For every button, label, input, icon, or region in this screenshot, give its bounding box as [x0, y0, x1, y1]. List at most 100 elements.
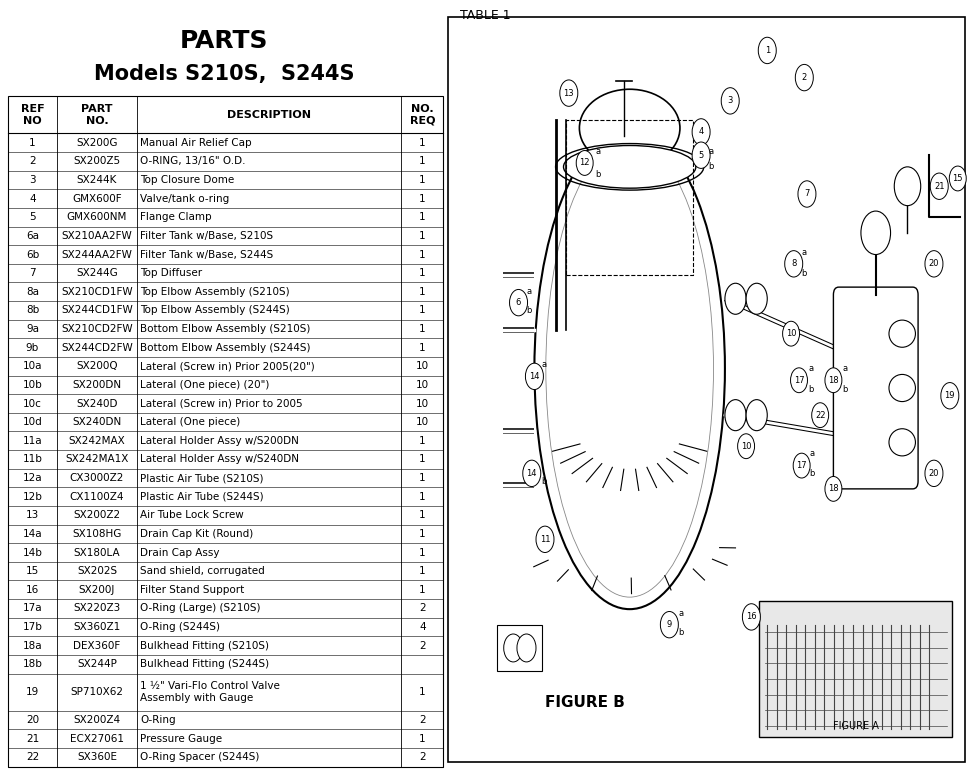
Text: O-Ring (Large) (S210S): O-Ring (Large) (S210S) — [141, 604, 261, 613]
Text: 4: 4 — [29, 194, 36, 203]
Text: 1: 1 — [29, 138, 36, 147]
Text: SX200Z4: SX200Z4 — [74, 715, 120, 725]
Text: 10: 10 — [416, 362, 429, 371]
Circle shape — [825, 368, 842, 393]
Text: 1: 1 — [419, 566, 425, 576]
Text: 13: 13 — [26, 511, 39, 520]
Text: Bulkhead Fitting (S244S): Bulkhead Fitting (S244S) — [141, 660, 270, 669]
Text: 21: 21 — [26, 734, 39, 743]
Text: 1: 1 — [419, 138, 425, 147]
Circle shape — [738, 434, 754, 459]
Text: 1: 1 — [419, 529, 425, 539]
Text: SX360Z1: SX360Z1 — [74, 622, 120, 632]
Text: 10b: 10b — [22, 380, 43, 390]
Circle shape — [692, 142, 710, 168]
Circle shape — [925, 251, 943, 277]
Text: Filter Tank w/Base, S244S: Filter Tank w/Base, S244S — [141, 250, 274, 259]
Text: SX244CD2FW: SX244CD2FW — [61, 343, 133, 352]
Text: GMX600NM: GMX600NM — [67, 213, 127, 222]
Circle shape — [825, 476, 842, 501]
Circle shape — [783, 321, 799, 346]
Circle shape — [795, 64, 814, 91]
Text: 10: 10 — [786, 329, 796, 338]
Text: 1: 1 — [419, 306, 425, 315]
Text: a: a — [595, 147, 600, 156]
Text: Sand shield, corrugated: Sand shield, corrugated — [141, 566, 265, 576]
Text: REF
NO: REF NO — [20, 104, 45, 126]
Text: 12a: 12a — [22, 473, 43, 483]
Text: GMX600F: GMX600F — [72, 194, 122, 203]
Text: 1 ½" Vari-Flo Control Valve
Assembly with Gauge: 1 ½" Vari-Flo Control Valve Assembly wit… — [141, 681, 281, 703]
Text: 7: 7 — [804, 189, 810, 199]
Text: SX244P: SX244P — [77, 660, 117, 669]
Text: Bottom Elbow Assembly (S244S): Bottom Elbow Assembly (S244S) — [141, 343, 311, 352]
Text: 2: 2 — [802, 73, 807, 82]
Text: 1: 1 — [419, 688, 425, 697]
Text: b: b — [679, 628, 684, 637]
Text: b: b — [809, 385, 814, 394]
Text: b: b — [526, 306, 532, 315]
Text: Lateral (Screw in) Prior to 2005: Lateral (Screw in) Prior to 2005 — [141, 399, 303, 408]
Text: Lateral (Screw in) Prior 2005(20"): Lateral (Screw in) Prior 2005(20") — [141, 362, 316, 371]
Text: NO.
REQ: NO. REQ — [410, 104, 435, 126]
Text: 10: 10 — [416, 380, 429, 390]
Circle shape — [793, 453, 810, 478]
Text: 14: 14 — [526, 469, 537, 478]
Bar — [497, 625, 543, 671]
Text: 18: 18 — [828, 376, 839, 385]
Text: 19: 19 — [26, 688, 39, 697]
Text: 2: 2 — [419, 753, 425, 762]
Text: 2: 2 — [419, 604, 425, 613]
Text: 1: 1 — [419, 213, 425, 222]
Text: b: b — [709, 162, 714, 171]
Text: SX200J: SX200J — [79, 585, 116, 594]
Bar — [8, 96, 443, 767]
Circle shape — [504, 634, 522, 662]
Ellipse shape — [889, 320, 916, 348]
Text: SX200DN: SX200DN — [73, 380, 121, 390]
Circle shape — [510, 289, 527, 316]
Text: 17b: 17b — [22, 622, 43, 632]
Text: 10c: 10c — [23, 399, 42, 408]
Text: 17: 17 — [793, 376, 804, 385]
Text: 16: 16 — [746, 612, 756, 622]
Text: 6: 6 — [516, 298, 521, 307]
Text: 5: 5 — [698, 151, 704, 160]
Circle shape — [725, 283, 746, 314]
Text: 12: 12 — [580, 158, 590, 168]
Text: 19: 19 — [945, 391, 955, 400]
Text: Lateral (One piece): Lateral (One piece) — [141, 417, 241, 427]
Text: 1: 1 — [419, 231, 425, 241]
Text: 4: 4 — [419, 622, 425, 632]
Text: SX200G: SX200G — [77, 138, 117, 147]
Text: 11: 11 — [540, 535, 551, 544]
Circle shape — [525, 363, 544, 390]
Text: 16: 16 — [26, 585, 39, 594]
Text: Lateral Holder Assy w/S200DN: Lateral Holder Assy w/S200DN — [141, 436, 299, 445]
Text: 1: 1 — [419, 455, 425, 464]
Text: 14b: 14b — [22, 548, 43, 557]
Text: 10: 10 — [741, 442, 752, 451]
Text: SX200Z5: SX200Z5 — [74, 157, 120, 166]
Circle shape — [576, 151, 593, 175]
Text: 22: 22 — [26, 753, 39, 762]
Text: 10: 10 — [416, 417, 429, 427]
Text: 1: 1 — [419, 175, 425, 185]
Text: FIGURE A: FIGURE A — [833, 721, 879, 731]
Text: 8: 8 — [791, 259, 796, 268]
Circle shape — [930, 173, 949, 199]
Text: SX108HG: SX108HG — [73, 529, 121, 539]
Text: SP710X62: SP710X62 — [71, 688, 123, 697]
Text: Filter Stand Support: Filter Stand Support — [141, 585, 245, 594]
Text: Pressure Gauge: Pressure Gauge — [141, 734, 222, 743]
Circle shape — [812, 403, 828, 428]
Circle shape — [861, 211, 890, 255]
Text: SX180LA: SX180LA — [74, 548, 120, 557]
Text: FIGURE B: FIGURE B — [545, 695, 624, 710]
Text: 9: 9 — [667, 620, 672, 629]
Text: Drain Cap Assy: Drain Cap Assy — [141, 548, 220, 557]
Text: SX210AA2FW: SX210AA2FW — [62, 231, 132, 241]
Text: Lateral Holder Assy w/S240DN: Lateral Holder Assy w/S240DN — [141, 455, 299, 464]
Text: 12b: 12b — [22, 492, 43, 501]
Text: 14: 14 — [529, 372, 540, 381]
